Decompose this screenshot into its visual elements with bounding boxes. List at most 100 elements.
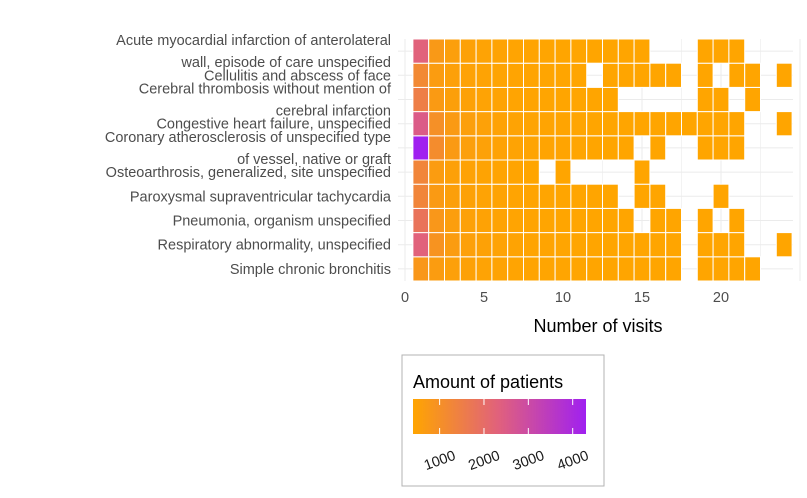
heatmap-cell [491,86,509,113]
heatmap-cell [459,207,477,234]
heatmap-cell [602,232,619,258]
heatmap-cell [696,111,714,137]
heatmap-cell [728,256,746,282]
heatmap-cell [617,62,635,88]
heatmap-cell [507,111,525,137]
heatmap-cell [491,135,509,161]
heatmap-cell [475,159,493,185]
heatmap-cell [586,232,604,258]
heatmap-cell [617,111,635,137]
heatmap-cell [586,86,604,113]
heatmap-cell [554,207,572,234]
heatmap-cell [412,62,430,88]
heatmap-cell [602,86,619,113]
heatmap-cell [728,232,746,258]
heatmap-cell [696,232,714,258]
heatmap-cell [459,135,477,161]
heatmap-cell [507,207,525,234]
heatmap-cell [523,183,540,209]
heatmap-cell [523,86,540,113]
heatmap-cell [602,183,619,209]
heatmap-cell [554,232,572,258]
x-tick-label: 5 [480,290,488,306]
heatmap-cell [696,86,714,113]
heatmap-cell [633,62,651,88]
heatmap-cell [712,111,730,137]
heatmap-cell [602,62,619,88]
heatmap-cell [665,62,683,88]
heatmap-cell [444,135,461,161]
heatmap-cell [523,111,540,137]
heatmap-cell [444,159,461,185]
heatmap-cell [412,38,430,64]
heatmap-cell [633,159,651,185]
heatmap-cell [491,159,509,185]
heatmap-cell [507,183,525,209]
heatmap-cell [459,62,477,88]
heatmap-cell [570,86,588,113]
heatmap-cell [491,62,509,88]
heatmap-cell [459,183,477,209]
heatmap-cell [602,38,619,64]
legend-color-bar [413,399,586,434]
heatmap-cell [444,232,461,258]
heatmap-cell [696,62,714,88]
heatmap-cell [444,183,461,209]
heatmap-cell [633,111,651,137]
row-label: Paroxysmal supraventricular tachycardia [130,189,392,205]
heatmap-cell [570,183,588,209]
heatmap-cell [586,183,604,209]
heatmap-cell [586,135,604,161]
heatmap-cell [523,135,540,161]
heatmap-cell [538,232,556,258]
heatmap-cell [459,232,477,258]
heatmap-cell [507,135,525,161]
heatmap-cell [491,256,509,282]
heatmap-cell [412,111,430,137]
heatmap-cell [444,207,461,234]
heatmap-cell [428,62,446,88]
heatmap-cell [538,183,556,209]
row-labels: Simple chronic bronchitis Respiratory abn… [105,33,392,278]
x-axis-label: Number of visits [533,316,662,336]
heatmap-cell [475,256,493,282]
heatmap-cell [617,135,635,161]
row-label: cerebral infarction [276,104,391,120]
heatmap-cell [491,207,509,234]
heatmap-cell [775,62,793,88]
row-label: Osteoarthrosis, generalized, site unspec… [106,165,391,181]
heatmap-cell [649,207,667,234]
heatmap-cell [523,232,540,258]
heatmap-cell [570,256,588,282]
heatmap-cell [475,86,493,113]
heatmap-cell [649,135,667,161]
heatmap-cell [538,86,556,113]
heatmap-cell [586,111,604,137]
row-label: Cerebral thrombosis without mention of [139,82,392,98]
heatmap-cell [665,111,683,137]
heatmap-cell [428,256,446,282]
legend-title: Amount of patients [413,372,563,392]
heatmap-cell [412,159,430,185]
heatmap-cell [696,38,714,64]
heatmap-cell [665,256,683,282]
heatmap-cell [507,256,525,282]
heatmap-cell [602,135,619,161]
heatmap-cell [649,62,667,88]
heatmap-cell [649,232,667,258]
heatmap-cell [538,135,556,161]
heatmap-cell [428,159,446,185]
heatmap-cell [523,207,540,234]
heatmap-cell [554,159,572,185]
heatmap-cell [444,86,461,113]
heatmap-cell [444,111,461,137]
heatmap-cell [712,183,730,209]
heatmap-cell [412,207,430,234]
heatmap-cell [538,207,556,234]
heatmap-cell [475,38,493,64]
heatmap-cell [633,38,651,64]
heatmap-cell [554,183,572,209]
heatmap-cell [523,62,540,88]
heatmap-cell [712,256,730,282]
heatmap-cell [554,38,572,64]
